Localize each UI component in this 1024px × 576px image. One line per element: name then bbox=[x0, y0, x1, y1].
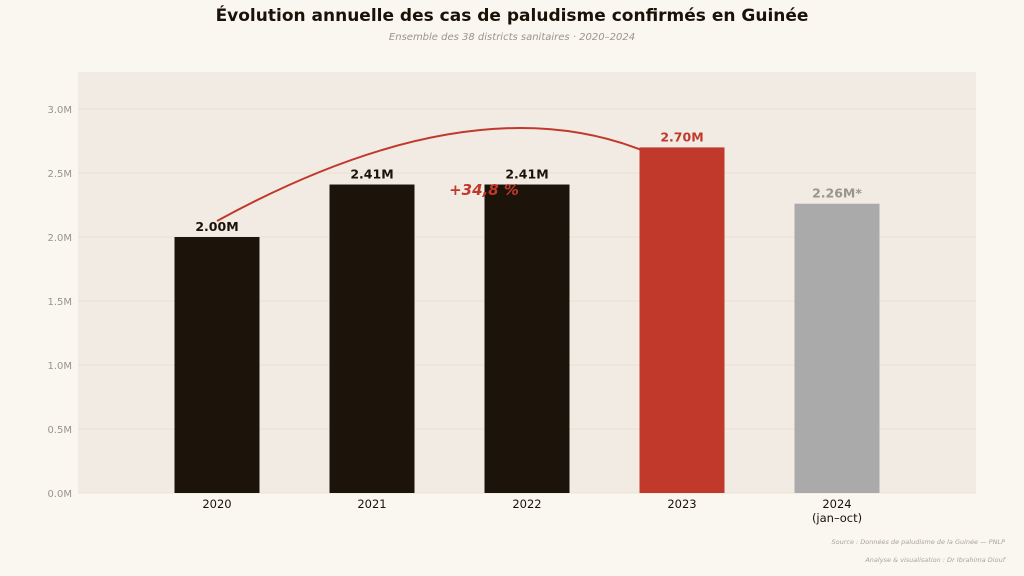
y-tick-label: 1.0M bbox=[47, 361, 72, 372]
x-tick-sublabel: (jan–oct) bbox=[812, 511, 862, 525]
chart-subtitle: Ensemble des 38 districts sanitaires · 2… bbox=[388, 32, 636, 43]
credit-note: Analyse & visualisation : Dr Ibrahima Di… bbox=[865, 556, 1005, 564]
bar-2021 bbox=[329, 184, 415, 493]
source-note: Source : Données de paludisme de la Guin… bbox=[831, 538, 1006, 546]
y-tick-label: 2.0M bbox=[47, 233, 72, 244]
y-tick-label: 3.0M bbox=[47, 105, 72, 116]
chart-title: Évolution annuelle des cas de paludisme … bbox=[215, 6, 809, 26]
x-tick-label: 2024 bbox=[822, 497, 851, 511]
bar-2024 bbox=[794, 203, 880, 493]
bar-2023 bbox=[639, 147, 725, 493]
x-tick-label: 2020 bbox=[202, 497, 231, 511]
data-label: 2.26M* bbox=[812, 186, 862, 201]
data-label: 2.41M bbox=[505, 167, 548, 182]
data-label: 2.41M bbox=[350, 167, 393, 182]
y-tick-label: 2.5M bbox=[47, 169, 72, 180]
data-label: 2.70M bbox=[660, 129, 703, 144]
y-tick-label: 0.5M bbox=[47, 425, 72, 436]
growth-annotation: +34,8 % bbox=[449, 181, 519, 199]
y-tick-label: 1.5M bbox=[47, 297, 72, 308]
bar-2020 bbox=[174, 237, 260, 493]
y-tick-label: 0.0M bbox=[47, 489, 72, 500]
growth-arc bbox=[216, 127, 641, 222]
x-tick-label: 2023 bbox=[667, 497, 696, 511]
bar-2022 bbox=[484, 184, 570, 493]
x-tick-label: 2022 bbox=[512, 497, 541, 511]
data-label: 2.00M bbox=[195, 219, 238, 234]
x-tick-label: 2021 bbox=[357, 497, 386, 511]
